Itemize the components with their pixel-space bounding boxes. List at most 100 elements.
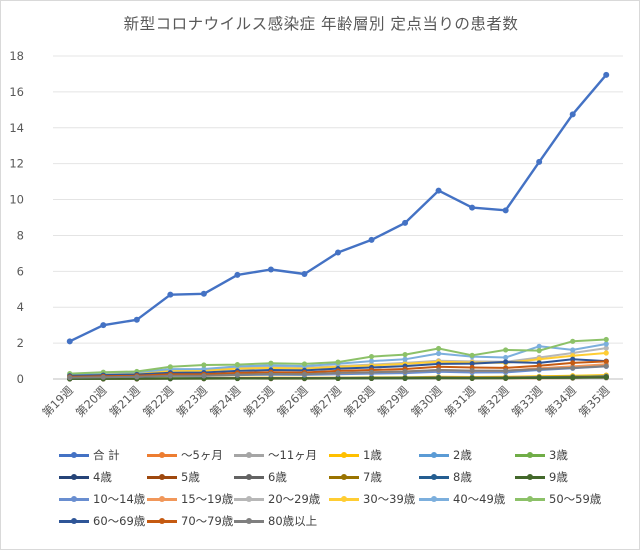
legend-label: 2歳 (453, 448, 472, 462)
legend-swatch (234, 450, 264, 460)
data-point (536, 375, 542, 381)
data-point (603, 336, 609, 343)
data-point (503, 375, 509, 381)
y-tick-label: 2 (17, 336, 24, 350)
data-point (603, 374, 609, 380)
data-point (335, 375, 341, 382)
x-tick-label: 第31週 (442, 383, 479, 420)
x-axis: 第19週第20週第21週第22週第23週第24週第25週第26週第27週第28週… (39, 383, 612, 420)
legend-swatch (147, 494, 177, 504)
legend-swatch (419, 494, 449, 504)
legend-swatch (329, 472, 359, 482)
legend-label: 40〜49歳 (453, 492, 506, 506)
y-axis: 0 2 4 6 8 10 12 14 16 18 (9, 49, 24, 386)
series-80歳以上 (67, 363, 609, 381)
legend-item: 5歳 (147, 467, 200, 487)
x-tick-label: 第20週 (73, 383, 110, 420)
data-point (570, 347, 576, 353)
legend-item: 50〜59歳 (515, 489, 601, 509)
legend-swatch (59, 450, 89, 460)
legend-swatch (329, 494, 359, 504)
legend-swatch (515, 494, 545, 504)
x-tick-label: 第35週 (576, 383, 613, 420)
data-point (536, 158, 543, 165)
data-point (234, 372, 241, 378)
y-tick-label: 4 (17, 300, 24, 314)
data-point (603, 358, 609, 365)
x-tick-label: 第33週 (509, 383, 546, 420)
data-point (100, 322, 107, 329)
legend-swatch (59, 472, 89, 482)
data-point (570, 375, 576, 381)
series-lines (66, 71, 610, 382)
legend-label: 6歳 (268, 470, 287, 484)
legend-item: 10〜14歳 (59, 489, 145, 509)
legend-item: 80歳以上 (234, 511, 317, 531)
legend-item: 〜5ヶ月 (147, 445, 223, 465)
data-point (335, 370, 341, 376)
legend-swatch (515, 472, 545, 482)
data-point (536, 348, 542, 354)
x-tick-label: 第32週 (475, 383, 512, 420)
legend-label: 1歳 (363, 448, 382, 462)
data-point (603, 363, 609, 369)
data-point (435, 350, 442, 357)
y-tick-label: 16 (9, 85, 24, 99)
legend-item: 40〜49歳 (419, 489, 505, 509)
y-tick-label: 14 (9, 121, 24, 135)
data-point (167, 373, 173, 379)
data-point (570, 360, 576, 366)
data-point (201, 366, 207, 372)
legend-item: 〜11ヶ月 (234, 445, 317, 465)
data-point (603, 350, 609, 356)
data-point (469, 360, 475, 367)
data-point (201, 362, 207, 368)
data-point (268, 375, 274, 382)
x-tick-label: 第24週 (207, 383, 244, 420)
data-point (268, 371, 274, 377)
legend-label: 30〜39歳 (363, 492, 416, 506)
legend-label: 〜5ヶ月 (181, 448, 223, 462)
x-tick-label: 第30週 (408, 383, 445, 420)
x-tick-label: 第26週 (274, 383, 311, 420)
legend-label: 7歳 (363, 470, 382, 484)
data-point (368, 375, 375, 381)
legend-item: 9歳 (515, 467, 568, 487)
data-point (503, 368, 509, 374)
y-tick-label: 18 (9, 49, 24, 63)
legend-item: 70〜79歳 (147, 511, 233, 531)
data-point (536, 366, 542, 372)
gridlines (53, 55, 623, 380)
legend-label: 20〜29歳 (268, 492, 321, 506)
x-tick-label: 第19週 (39, 383, 76, 420)
legend-label: 70〜79歳 (181, 514, 234, 528)
legend-item: 4歳 (59, 467, 112, 487)
series-合 計 (66, 71, 610, 345)
legend-label: 〜11ヶ月 (268, 448, 318, 462)
legend-item: 1歳 (329, 445, 382, 465)
legend-label: 4歳 (93, 470, 112, 484)
data-point (368, 358, 375, 364)
legend-item: 6歳 (234, 467, 287, 487)
x-tick-label: 第29週 (375, 383, 412, 420)
legend-swatch (234, 516, 264, 526)
data-point (435, 375, 442, 381)
legend-label: 5歳 (181, 470, 200, 484)
data-point (435, 187, 442, 194)
legend-label: 9歳 (549, 470, 568, 484)
data-point (167, 364, 173, 370)
legend-item: 20〜29歳 (234, 489, 320, 509)
legend-item: 3歳 (515, 445, 568, 465)
legend-label: 8歳 (453, 470, 472, 484)
legend-swatch (147, 516, 177, 526)
x-tick-label: 第34週 (542, 383, 579, 420)
series-50〜59歳 (67, 336, 609, 377)
data-point (402, 219, 409, 226)
legend-swatch (515, 450, 545, 460)
legend-item: 30〜39歳 (329, 489, 415, 509)
data-point (67, 374, 73, 381)
legend-swatch (147, 472, 177, 482)
data-point (469, 204, 476, 211)
data-point (435, 345, 442, 352)
